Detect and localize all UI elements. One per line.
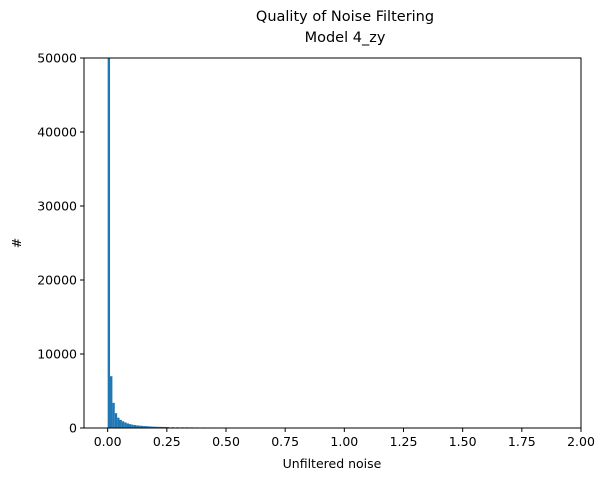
histogram-bar [107,58,111,428]
histogram-bar [143,426,146,428]
histogram-bar [145,426,148,428]
y-tick-label: 0 [69,421,77,436]
histogram-bar [138,425,141,428]
y-axis-label: # [9,238,24,248]
x-tick-label: 0.75 [271,434,299,449]
x-tick-label: 2.00 [567,434,595,449]
x-axis-ticks: 0.00 0.25 0.50 0.75 1.00 1.25 1.50 1.75 2.00 [94,428,595,449]
x-tick-label: 0.25 [153,434,181,449]
chart-title-line-2: Model 4_zy [305,30,386,46]
x-tick-label: 1.25 [390,434,418,449]
x-tick-label: 0.50 [212,434,240,449]
histogram-bar [131,424,134,428]
histogram-bar [121,421,125,428]
y-tick-label: 20000 [37,273,77,288]
histogram-bar [114,413,118,428]
histogram-bar [157,426,160,428]
histogram-bar [136,425,139,428]
histogram-bar [112,402,115,428]
chart-title: Quality of Noise Filtering Model 4_zy [256,9,434,46]
histogram-bar [152,426,155,428]
histogram-bar [133,425,137,428]
plot-frame [83,57,582,429]
x-axis-label: Unfiltered noise [283,456,382,471]
histogram-bar [128,424,132,428]
x-tick-label: 1.75 [508,434,536,449]
histogram-bar [126,423,129,428]
x-tick-label: 1.00 [330,434,358,449]
histogram-bar [119,419,122,428]
histogram-bar [162,426,165,428]
x-tick-label: 1.50 [449,434,477,449]
y-tick-label: 50000 [37,51,77,66]
histogram-bar [117,417,120,428]
chart-title-line-1: Quality of Noise Filtering [256,9,434,25]
histogram-bar [124,422,127,428]
histogram-bar [110,376,113,428]
histogram-bar [150,426,153,428]
y-tick-label: 40000 [37,125,77,140]
histogram-bar [140,425,144,428]
histogram-bar [159,426,163,428]
y-tick-label: 30000 [37,199,77,214]
histogram-bars [107,58,234,428]
x-tick-label: 0.00 [94,434,122,449]
y-axis-ticks: 0 10000 20000 30000 40000 50000 [37,51,84,436]
histogram-bar [155,426,158,428]
histogram-bar [147,426,151,428]
y-tick-label: 10000 [37,347,77,362]
